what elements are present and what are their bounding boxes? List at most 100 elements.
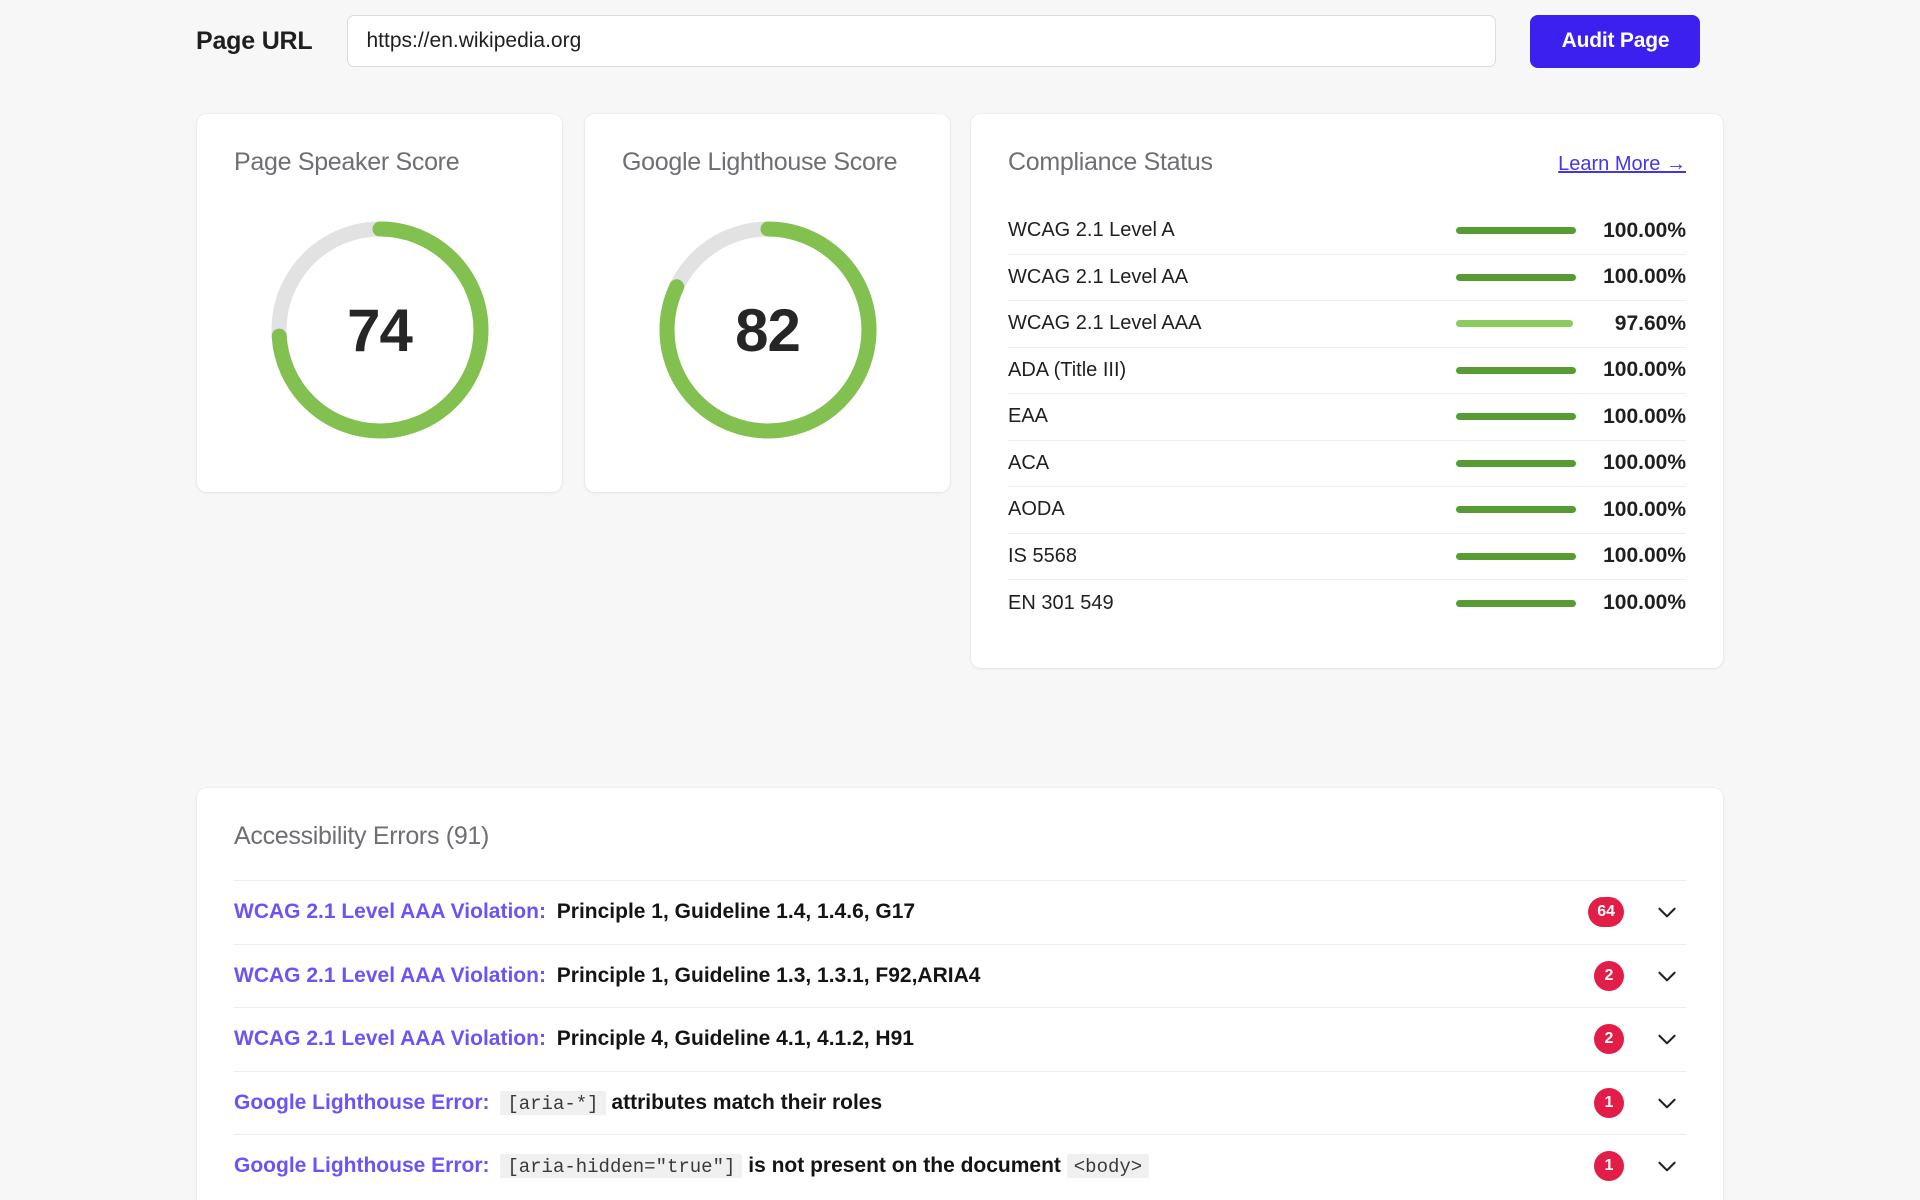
error-row-prefix: WCAG 2.1 Level AAA Violation: <box>234 1027 546 1051</box>
google-lighthouse-gauge: 82 <box>652 214 884 446</box>
compliance-row: IS 5568 100.00% <box>1008 534 1686 580</box>
error-row-text: WCAG 2.1 Level AAA Violation: Principle … <box>234 900 1588 924</box>
compliance-progress-track <box>1456 599 1576 607</box>
compliance-progress-track <box>1456 506 1576 514</box>
compliance-progress-fill <box>1456 366 1576 374</box>
error-count-badge: 1 <box>1594 1151 1624 1182</box>
error-code-token: [aria-hidden="true"] <box>500 1154 743 1179</box>
error-row-detail: Principle 1, Guideline 1.4, 1.4.6, G17 <box>556 900 916 924</box>
google-lighthouse-score-value: 82 <box>735 296 801 364</box>
compliance-row-label: ACA <box>1008 451 1050 474</box>
chevron-down-icon[interactable] <box>1654 899 1680 925</box>
compliance-progress-track <box>1456 227 1576 235</box>
compliance-progress-track <box>1456 413 1576 421</box>
compliance-row-label: WCAG 2.1 Level A <box>1008 219 1175 242</box>
compliance-rows: WCAG 2.1 Level A 100.00% WCAG 2.1 Level AA… <box>1008 208 1686 627</box>
compliance-progress-fill <box>1456 227 1576 235</box>
error-count-badge: 2 <box>1594 960 1624 991</box>
error-row[interactable]: WCAG 2.1 Level AAA Violation: Principle … <box>234 1007 1686 1071</box>
compliance-progress-fill <box>1456 320 1574 328</box>
error-row[interactable]: Google Lighthouse Error: [aria-hidden="t… <box>234 1134 1686 1198</box>
compliance-row-label: IS 5568 <box>1008 544 1077 567</box>
error-row[interactable]: WCAG 2.1 Level AAA Violation: Principle … <box>234 943 1686 1008</box>
compliance-progress-fill <box>1456 459 1576 467</box>
error-code-token: [aria-*] <box>500 1090 606 1115</box>
compliance-row-label: WCAG 2.1 Level AA <box>1008 265 1189 288</box>
compliance-progress-fill <box>1456 413 1576 421</box>
compliance-row: ACA 100.00% <box>1008 441 1686 487</box>
compliance-row-percent: 100.00% <box>1603 451 1686 475</box>
error-row-text: WCAG 2.1 Level AAA Violation: Principle … <box>234 964 1594 988</box>
compliance-row: EAA 100.00% <box>1008 394 1686 441</box>
page-speaker-score-value: 74 <box>347 296 413 364</box>
compliance-status-header: Compliance Status Learn More → <box>1008 148 1686 177</box>
compliance-progress-track <box>1456 273 1576 281</box>
error-row-prefix: Google Lighthouse Error: <box>234 1090 490 1114</box>
compliance-status-title: Compliance Status <box>1008 148 1213 176</box>
compliance-progress-fill <box>1456 599 1576 607</box>
error-row-detail: attributes match their roles <box>611 1090 883 1114</box>
compliance-row-label: AODA <box>1008 498 1065 521</box>
accessibility-errors-title: Accessibility Errors (91) <box>234 822 490 850</box>
compliance-row-percent: 100.00% <box>1603 218 1686 242</box>
chevron-down-icon[interactable] <box>1654 1090 1680 1116</box>
compliance-progress-track <box>1456 552 1576 560</box>
compliance-row-percent: 100.00% <box>1603 358 1686 382</box>
compliance-progress-track <box>1456 320 1576 328</box>
error-row-text: WCAG 2.1 Level AAA Violation: Principle … <box>234 1027 1594 1051</box>
compliance-row-label: EAA <box>1008 405 1049 428</box>
error-count-badge: 2 <box>1594 1024 1624 1055</box>
learn-more-link[interactable]: Learn More → <box>1558 153 1686 175</box>
page-speaker-gauge-wrap: 74 <box>197 214 562 446</box>
page-url-input[interactable] <box>347 15 1497 67</box>
error-row-detail: Principle 1, Guideline 1.3, 1.3.1, F92,A… <box>556 963 981 987</box>
error-row-detail: is not present on the document <box>748 1154 1061 1178</box>
compliance-row: WCAG 2.1 Level AA 100.00% <box>1008 255 1686 301</box>
compliance-row-label: EN 301 549 <box>1008 591 1114 614</box>
compliance-status-card: Compliance Status Learn More → WCAG 2.1 … <box>971 114 1723 668</box>
compliance-row-percent: 100.00% <box>1603 265 1686 289</box>
error-row-prefix: WCAG 2.1 Level AAA Violation: <box>234 963 546 987</box>
error-row[interactable]: WCAG 2.1 Level AAA Violation: Principle … <box>234 880 1686 944</box>
page-url-label: Page URL <box>196 26 313 55</box>
chevron-down-icon[interactable] <box>1654 1026 1680 1052</box>
compliance-row-label: ADA (Title III) <box>1008 358 1127 381</box>
compliance-row-label: WCAG 2.1 Level AAA <box>1008 312 1202 335</box>
compliance-progress-track <box>1456 366 1576 374</box>
compliance-row-percent: 100.00% <box>1603 544 1686 568</box>
compliance-row-percent: 100.00% <box>1603 591 1686 615</box>
url-bar: Page URL Audit Page <box>0 0 1920 82</box>
page-speaker-gauge: 74 <box>264 214 496 446</box>
compliance-row-percent: 97.60% <box>1614 311 1686 335</box>
chevron-down-icon[interactable] <box>1654 1153 1680 1179</box>
compliance-progress-fill <box>1456 506 1576 514</box>
error-row[interactable]: Google Lighthouse Error: [aria-*] attrib… <box>234 1070 1686 1135</box>
chevron-down-icon[interactable] <box>1654 963 1680 989</box>
error-code-token: <body> <box>1066 1154 1150 1179</box>
error-count-badge: 1 <box>1594 1087 1624 1118</box>
compliance-progress-track <box>1456 459 1576 467</box>
error-row-text: Google Lighthouse Error: [aria-hidden="t… <box>234 1154 1594 1179</box>
accessibility-errors-list: WCAG 2.1 Level AAA Violation: Principle … <box>234 880 1686 1198</box>
compliance-progress-fill <box>1456 273 1576 281</box>
page-speaker-score-card: Page Speaker Score 74 <box>197 114 562 492</box>
error-row-prefix: Google Lighthouse Error: <box>234 1154 490 1178</box>
error-row-detail: Principle 4, Guideline 4.1, 4.1.2, H91 <box>556 1027 914 1051</box>
google-lighthouse-score-card: Google Lighthouse Score 82 <box>585 114 950 492</box>
compliance-row: ADA (Title III) 100.00% <box>1008 348 1686 394</box>
compliance-progress-fill <box>1456 552 1576 560</box>
compliance-row-percent: 100.00% <box>1603 404 1686 428</box>
google-lighthouse-score-title: Google Lighthouse Score <box>622 148 898 176</box>
compliance-row: AODA 100.00% <box>1008 487 1686 534</box>
compliance-row: EN 301 549 100.00% <box>1008 580 1686 627</box>
error-count-badge: 64 <box>1588 897 1624 928</box>
google-lighthouse-gauge-wrap: 82 <box>585 214 950 446</box>
audit-page-button[interactable]: Audit Page <box>1530 14 1701 68</box>
error-row-text: Google Lighthouse Error: [aria-*] attrib… <box>234 1090 1594 1115</box>
error-row-prefix: WCAG 2.1 Level AAA Violation: <box>234 900 546 924</box>
compliance-row-percent: 100.00% <box>1603 497 1686 521</box>
page-speaker-score-title: Page Speaker Score <box>234 148 460 176</box>
compliance-row: WCAG 2.1 Level A 100.00% <box>1008 208 1686 255</box>
accessibility-errors-card: Accessibility Errors (91) WCAG 2.1 Level… <box>197 788 1723 1200</box>
